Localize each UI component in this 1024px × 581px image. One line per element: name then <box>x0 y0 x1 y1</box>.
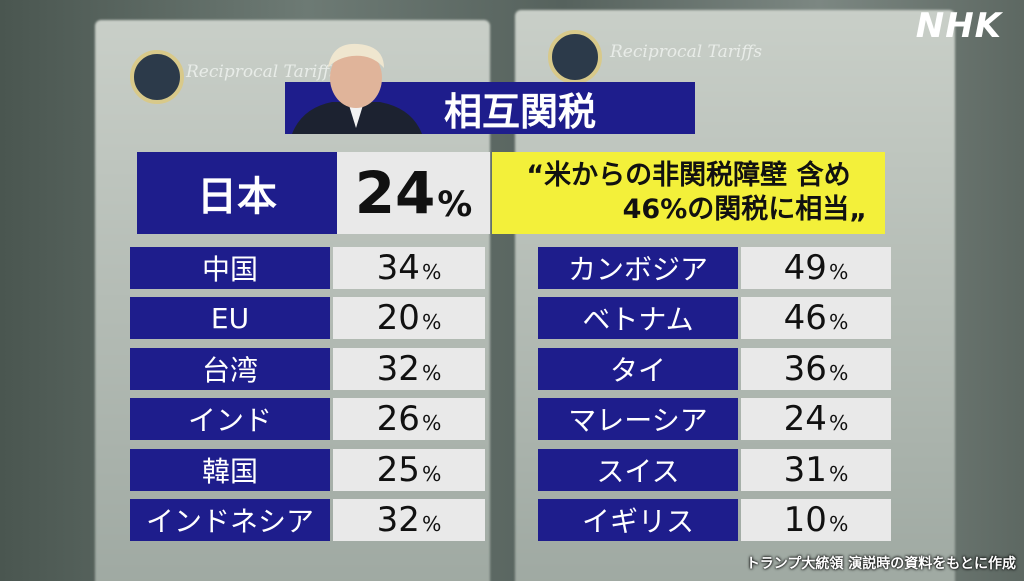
rate-unit: % <box>828 411 849 436</box>
quote-line: 46%の関税に相当„ <box>622 194 867 225</box>
country-cell: 日本 <box>137 152 337 234</box>
rate-cell: 20% <box>333 297 485 340</box>
country-cell: 韓国 <box>130 448 330 491</box>
source-note: トランプ大統領 演説時の資料をもとに作成 <box>745 556 1016 572</box>
rate-cell: 34% <box>333 247 485 289</box>
rate-cell: 36% <box>741 347 891 390</box>
rate-cell: 32% <box>333 499 485 541</box>
rate-value: 20 <box>376 298 420 339</box>
quote-line: “米からの非関税障壁 含め <box>526 160 851 191</box>
rate-unit: % <box>421 259 442 284</box>
country-cell: スイス <box>538 448 738 491</box>
rate-value: 24 <box>354 159 436 227</box>
country-cell: EU <box>130 297 330 340</box>
portrait <box>292 43 422 134</box>
country-cell: イギリス <box>538 499 738 541</box>
rate-unit: % <box>828 310 849 335</box>
rate-value: 24 <box>783 399 827 440</box>
background-title: Reciprocal Tariffs <box>186 62 339 82</box>
rate-unit: % <box>437 185 473 226</box>
rate-value: 31 <box>783 449 827 490</box>
rate-unit: % <box>421 461 442 486</box>
rate-unit: % <box>421 360 442 385</box>
country-cell: マレーシア <box>538 398 738 441</box>
rate-cell: 32% <box>333 347 485 390</box>
rate-cell: 31% <box>741 448 891 491</box>
rate-cell: 24% <box>337 152 490 234</box>
rate-value: 10 <box>783 500 827 540</box>
rate-unit: % <box>421 411 442 436</box>
country-cell: インドネシア <box>130 499 330 541</box>
rate-value: 32 <box>376 348 420 389</box>
rate-unit: % <box>828 360 849 385</box>
rate-value: 25 <box>376 449 420 490</box>
country-cell: タイ <box>538 347 738 390</box>
country-cell: 中国 <box>130 247 330 289</box>
rate-value: 36 <box>783 348 827 389</box>
rate-unit: % <box>421 310 442 335</box>
country-cell: インド <box>130 398 330 441</box>
rate-value: 26 <box>376 399 420 440</box>
country-cell: ベトナム <box>538 297 738 340</box>
rate-unit: % <box>828 461 849 486</box>
seal <box>548 30 602 84</box>
country-cell: 台湾 <box>130 347 330 390</box>
rate-cell: 10% <box>741 499 891 541</box>
rate-unit: % <box>828 259 849 284</box>
quote-cell: “米からの非関税障壁 含め 46%の関税に相当„ <box>492 152 885 234</box>
rate-unit: % <box>828 511 849 536</box>
rate-value: 32 <box>376 500 420 540</box>
background-title: Reciprocal Tariffs <box>610 42 763 62</box>
rate-value: 46 <box>783 298 827 339</box>
rate-cell: 46% <box>741 297 891 340</box>
logo: NHK <box>915 6 1002 46</box>
rate-cell: 25% <box>333 448 485 491</box>
rate-unit: % <box>421 511 442 536</box>
rate-cell: 26% <box>333 398 485 441</box>
rate-cell: 24% <box>741 398 891 441</box>
seal <box>130 50 184 104</box>
rate-cell: 49% <box>741 247 891 289</box>
rate-value: 49 <box>783 248 827 288</box>
rate-value: 34 <box>376 248 420 288</box>
country-cell: カンボジア <box>538 247 738 289</box>
